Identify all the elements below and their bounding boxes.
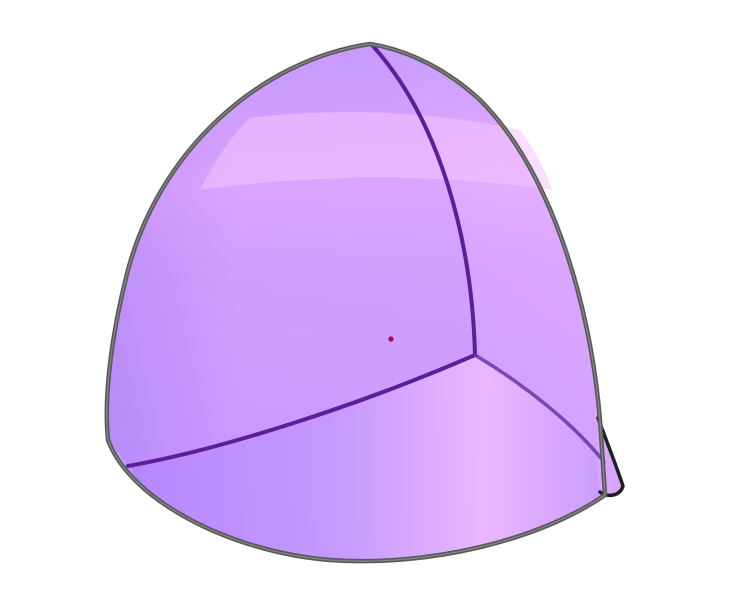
center-point (388, 336, 393, 341)
